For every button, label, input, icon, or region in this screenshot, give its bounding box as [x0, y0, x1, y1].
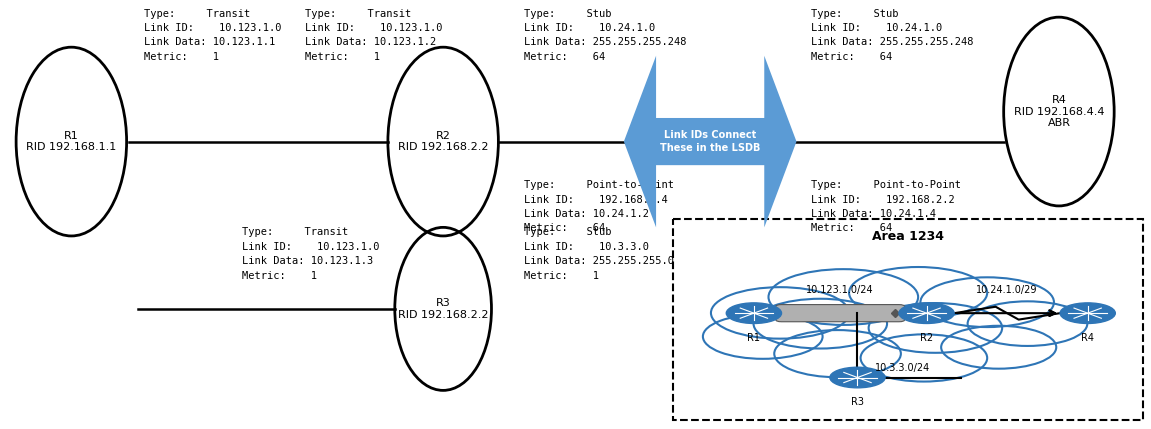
Circle shape — [754, 299, 887, 348]
Circle shape — [726, 303, 782, 323]
Text: Type:     Transit
Link ID:    10.123.1.0
Link Data: 10.123.1.2
Metric:    1: Type: Transit Link ID: 10.123.1.0 Link D… — [305, 9, 442, 62]
Text: Type:     Stub
Link ID:    10.24.1.0
Link Data: 255.255.255.248
Metric:    64: Type: Stub Link ID: 10.24.1.0 Link Data:… — [811, 9, 974, 62]
Polygon shape — [624, 56, 796, 227]
Text: R4
RID 192.168.4.4
ABR: R4 RID 192.168.4.4 ABR — [1014, 95, 1104, 128]
Text: 10.3.3.0/24: 10.3.3.0/24 — [875, 363, 930, 373]
Text: Type:     Stub
Link ID:    10.24.1.0
Link Data: 255.255.255.248
Metric:    64: Type: Stub Link ID: 10.24.1.0 Link Data:… — [524, 9, 686, 62]
Circle shape — [861, 334, 988, 381]
Text: R1
RID 192.168.1.1: R1 RID 192.168.1.1 — [26, 131, 116, 152]
Text: Area 1234: Area 1234 — [872, 230, 944, 242]
Text: R2: R2 — [920, 333, 933, 343]
Text: R2
RID 192.168.2.2: R2 RID 192.168.2.2 — [398, 131, 488, 152]
Text: R4: R4 — [1081, 333, 1095, 343]
Text: Type:     Transit
Link ID:    10.123.1.0
Link Data: 10.123.1.3
Metric:    1: Type: Transit Link ID: 10.123.1.0 Link D… — [242, 227, 379, 281]
Circle shape — [711, 287, 849, 338]
Text: R3: R3 — [851, 397, 864, 407]
Text: 10.123.1.0/24: 10.123.1.0/24 — [807, 285, 874, 295]
Circle shape — [830, 367, 885, 388]
Circle shape — [775, 330, 901, 377]
Text: Type:     Stub
Link ID:    10.3.3.0
Link Data: 255.255.255.0
Metric:    1: Type: Stub Link ID: 10.3.3.0 Link Data: … — [524, 227, 673, 281]
FancyBboxPatch shape — [776, 305, 905, 322]
Circle shape — [968, 301, 1088, 346]
Circle shape — [1060, 303, 1115, 323]
Circle shape — [942, 326, 1057, 369]
Circle shape — [769, 269, 918, 325]
Text: Type:     Point-to-Point
Link ID:    192.168.2.2
Link Data: 10.24.1.4
Metric:   : Type: Point-to-Point Link ID: 192.168.2.… — [811, 180, 961, 233]
Text: Type:     Transit
Link ID:    10.123.1.0
Link Data: 10.123.1.1
Metric:    1: Type: Transit Link ID: 10.123.1.0 Link D… — [144, 9, 281, 62]
Circle shape — [849, 267, 988, 318]
Circle shape — [703, 314, 823, 359]
Text: Link IDs Connect
These in the LSDB: Link IDs Connect These in the LSDB — [660, 130, 761, 153]
Circle shape — [899, 303, 954, 323]
Text: R3
RID 192.168.2.2: R3 RID 192.168.2.2 — [398, 298, 488, 320]
Circle shape — [723, 261, 1057, 386]
Text: R1: R1 — [747, 333, 761, 343]
Circle shape — [921, 277, 1054, 327]
Text: 10.24.1.0/29: 10.24.1.0/29 — [976, 285, 1038, 295]
Circle shape — [869, 303, 1003, 353]
Text: Type:     Point-to-Point
Link ID:    192.168.4.4
Link Data: 10.24.1.2
Metric:   : Type: Point-to-Point Link ID: 192.168.4.… — [524, 180, 673, 233]
